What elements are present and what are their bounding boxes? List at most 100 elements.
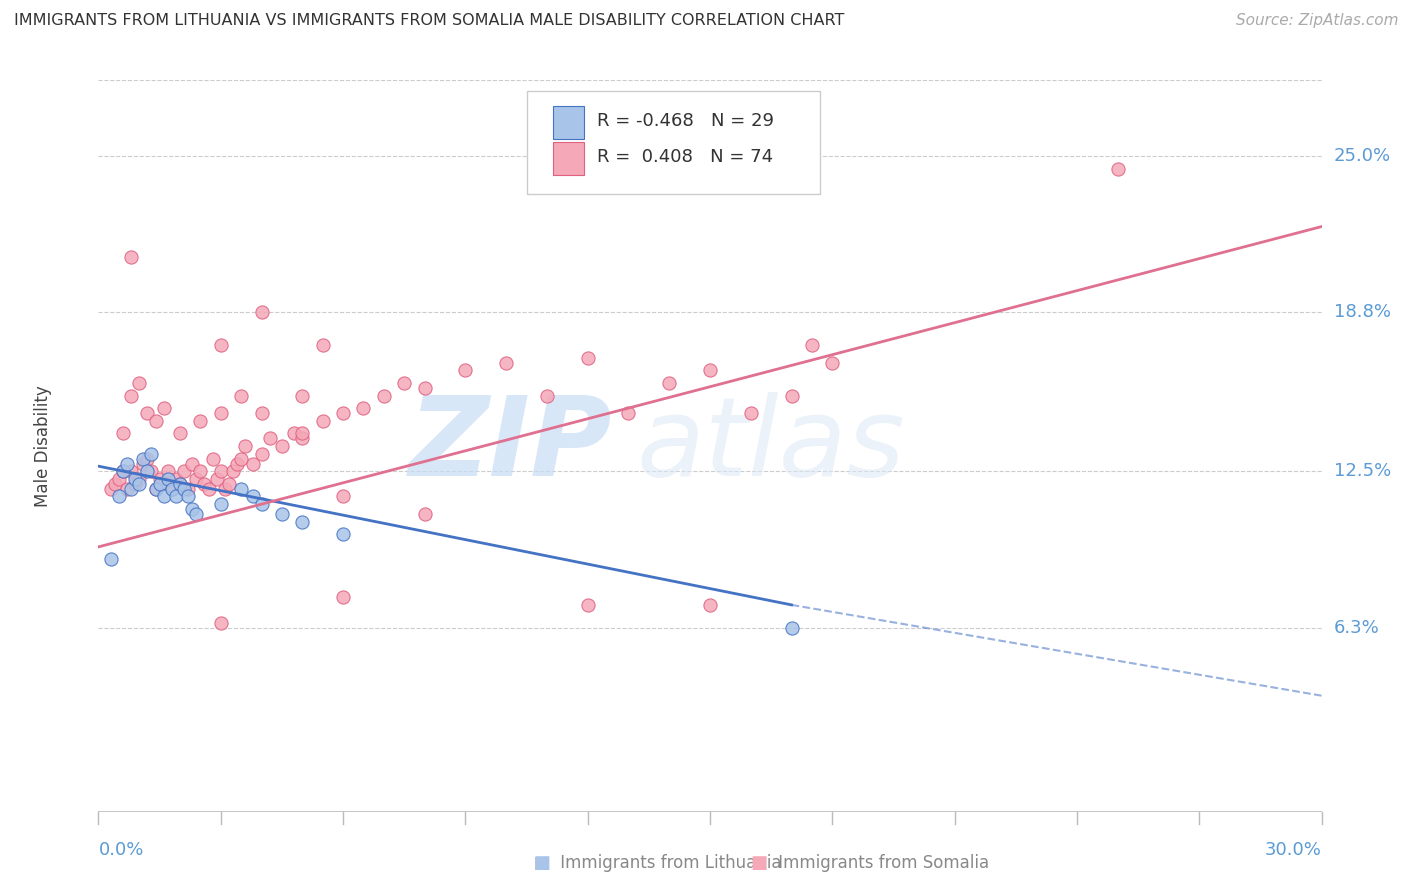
Text: ■  Immigrants from Somalia: ■ Immigrants from Somalia [752,855,990,872]
Point [128,472,150,486]
Point [165,490,187,504]
Point [209,615,232,630]
Point [186,472,208,486]
Point [231,388,253,402]
Text: 18.8%: 18.8% [1334,303,1391,321]
Point [231,482,253,496]
Point [312,414,335,428]
Point [250,497,273,511]
Text: 0.0%: 0.0% [98,841,143,859]
Point [1107,161,1129,176]
Point [111,426,134,441]
Point [152,401,174,416]
Point [536,388,558,402]
Point [120,388,142,402]
FancyBboxPatch shape [554,143,583,176]
Point [132,451,155,466]
Point [291,426,314,441]
Point [270,507,294,521]
Point [332,527,354,541]
Point [197,482,219,496]
Text: atlas: atlas [637,392,905,500]
Point [188,464,212,478]
Point [120,482,142,496]
Point [352,401,374,416]
Point [617,406,640,420]
Point [132,457,155,471]
Point [205,472,228,486]
Point [413,507,436,521]
FancyBboxPatch shape [526,91,820,194]
Point [128,376,150,390]
Point [141,464,163,478]
Point [780,621,803,635]
Point [699,598,721,612]
Point [226,457,249,471]
FancyBboxPatch shape [554,106,583,139]
Point [291,388,314,402]
Text: ZIP: ZIP [409,392,612,500]
Point [111,464,134,478]
Point [413,381,436,395]
Point [169,476,191,491]
Point [209,464,232,478]
Point [152,476,174,491]
Point [165,472,187,486]
Point [156,472,179,486]
Point [373,388,395,402]
Text: 6.3%: 6.3% [1334,618,1379,637]
Point [120,250,142,264]
Point [250,305,273,319]
Text: 12.5%: 12.5% [1334,462,1391,480]
Point [291,432,314,446]
Point [242,490,264,504]
Point [145,414,167,428]
Point [821,356,844,370]
Point [214,482,236,496]
Text: 30.0%: 30.0% [1265,841,1322,859]
Point [100,552,122,566]
Point [136,451,159,466]
Point [186,507,208,521]
Point [169,476,191,491]
Text: 25.0%: 25.0% [1334,147,1391,165]
Text: ■  Immigrants from Lithuania: ■ Immigrants from Lithuania [534,855,782,872]
Point [801,338,824,352]
Point [136,406,159,420]
Point [136,464,159,478]
Point [177,482,200,496]
Point [100,482,122,496]
Point [181,457,204,471]
Point [149,476,172,491]
Point [576,351,599,365]
Text: R = -0.468   N = 29: R = -0.468 N = 29 [598,112,775,129]
Point [312,338,335,352]
Text: R =  0.408   N = 74: R = 0.408 N = 74 [598,148,773,166]
Point [193,476,215,491]
Point [222,464,245,478]
Point [128,476,150,491]
Point [454,363,477,377]
Point [124,472,146,486]
Point [250,406,273,420]
Point [115,482,138,496]
Point [115,457,138,471]
Point [152,490,174,504]
Point [145,482,167,496]
Point [173,464,195,478]
Point [181,502,204,516]
Point [209,406,232,420]
Point [209,338,232,352]
Point [111,464,134,478]
Point [169,426,191,441]
Point [149,472,172,486]
Text: Source: ZipAtlas.com: Source: ZipAtlas.com [1236,13,1399,29]
Text: Male Disability: Male Disability [34,385,52,507]
Point [699,363,721,377]
Point [658,376,681,390]
Point [495,356,517,370]
Point [242,457,264,471]
Text: IMMIGRANTS FROM LITHUANIA VS IMMIGRANTS FROM SOMALIA MALE DISABILITY CORRELATION: IMMIGRANTS FROM LITHUANIA VS IMMIGRANTS … [14,13,845,29]
Point [259,432,281,446]
Point [233,439,256,453]
